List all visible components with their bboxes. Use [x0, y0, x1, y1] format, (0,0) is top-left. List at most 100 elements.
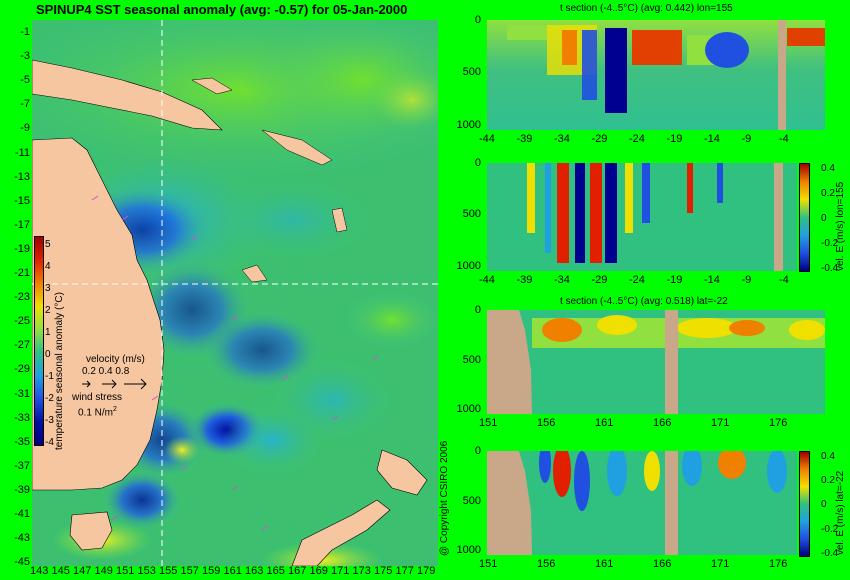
map-y-tick: -5 — [20, 74, 30, 87]
tasmania-land — [69, 511, 113, 551]
map-x-tick: 177 — [395, 565, 414, 577]
section-panel-temp-lat — [487, 310, 825, 414]
panel-y-tick: 500 — [462, 208, 481, 221]
map-x-tick: 147 — [73, 565, 92, 577]
panel-x-tick: 161 — [595, 417, 614, 429]
map-colorbar-tick: -4 — [45, 437, 54, 448]
map-x-tick: 167 — [288, 565, 307, 577]
map-y-tick: -21 — [14, 267, 30, 279]
panel-y-tick: 0 — [474, 304, 481, 316]
wind-scale-text: 0.1 N/m — [78, 407, 114, 419]
panel-x-tick: -24 — [629, 133, 645, 145]
map-y-tick: -7 — [20, 98, 30, 111]
map-y-tick: -43 — [14, 532, 30, 545]
map-colorbar-tick: 0 — [45, 349, 51, 360]
map-x-tick: 157 — [180, 565, 199, 577]
panel-x-tick: -44 — [479, 274, 495, 286]
section-panel-vel-lon — [487, 163, 797, 271]
velocity-arrows — [82, 378, 147, 390]
map-colorbar-tick: -3 — [45, 415, 54, 426]
panel-colorbar-tick: -0.4 — [821, 547, 839, 559]
map-colorbar-tick: 5 — [45, 239, 51, 250]
map-x-tick: 149 — [94, 565, 113, 577]
panel-x-tick: -39 — [516, 274, 533, 286]
new-zealand-south-land — [291, 499, 391, 566]
panel-x-tick: -9 — [741, 274, 752, 286]
panel-colorbar-tick: 0.2 — [821, 188, 835, 200]
map-x-tick: 161 — [223, 565, 242, 577]
panel-y-tick: 0 — [474, 445, 481, 457]
map-y-tick: -35 — [14, 435, 30, 448]
map-x-tick: 163 — [245, 565, 264, 577]
panel-1-colorbar — [799, 163, 810, 272]
panel-colorbar-label: vel. E (m/s) lon=155 — [835, 181, 846, 271]
panel-colorbar-tick: 0.4 — [821, 163, 835, 174]
map-y-tick: -33 — [14, 411, 30, 424]
map-y-tick: -27 — [14, 339, 30, 352]
section-heatmap — [487, 310, 825, 414]
section-heatmap — [487, 451, 797, 555]
map-y-tick: -11 — [14, 146, 30, 159]
panel-y-tick: 500 — [462, 494, 481, 507]
panel-3-colorbar — [799, 451, 810, 557]
panel-x-tick: -4 — [779, 274, 789, 286]
panel-y-tick: 1000 — [456, 544, 481, 557]
panel-colorbar-tick: -0.2 — [821, 238, 839, 250]
wind-legend-scale: 0.1 N/m2 — [78, 406, 117, 418]
copyright: @ Copyright CSIRO 2006 — [439, 440, 450, 556]
panel-y-tick: 0 — [474, 14, 481, 26]
main-title: SPINUP4 SST seasonal anomaly (avg: -0.57… — [36, 2, 408, 17]
panel-y-tick: 1000 — [456, 118, 481, 131]
wind-vectors — [91, 195, 379, 531]
panel-x-tick: -29 — [591, 274, 608, 286]
panel-x-tick: -14 — [704, 133, 720, 145]
new-guinea-land — [32, 59, 223, 131]
map-x-tick: 173 — [352, 565, 371, 577]
panel-colorbar-tick: -0.2 — [821, 523, 839, 535]
panel-x-tick: 166 — [653, 417, 672, 429]
panel-x-tick: -34 — [554, 274, 570, 286]
panel-colorbar-tick: 0.2 — [821, 475, 835, 487]
map-x-tick: 175 — [374, 565, 393, 577]
map-y-tick: -13 — [14, 170, 30, 183]
map-x-tick: 179 — [417, 565, 436, 577]
wind-legend-label: wind stress — [72, 392, 123, 403]
map-y-tick: -1 — [20, 26, 30, 38]
map-x-tick: 159 — [202, 565, 221, 577]
map-y-tick: -31 — [14, 387, 30, 400]
panel-y-tick: 1000 — [456, 259, 481, 272]
map-colorbar-tick: 2 — [45, 305, 51, 316]
panel-x-tick: 176 — [769, 417, 788, 429]
panel-colorbar-tick: 0.4 — [821, 451, 835, 462]
australia-land — [32, 137, 165, 491]
panel-x-tick: -19 — [666, 133, 683, 145]
map-y-tick: -19 — [14, 242, 30, 255]
panel-colorbar-tick: 0 — [821, 499, 827, 511]
panel-x-tick: -39 — [516, 133, 533, 145]
map-colorbar-tick: 1 — [45, 327, 51, 338]
map-x-tick: 145 — [51, 565, 70, 577]
panel-y-tick: 1000 — [456, 403, 481, 416]
sst-map-graphic — [32, 20, 438, 566]
panel-colorbar-label: vel. E (m/s) lat=-22 — [835, 470, 846, 555]
panel-x-tick: -4 — [779, 133, 789, 145]
panel-x-tick: 156 — [537, 558, 556, 570]
panel-title: t section (-4..5°C) (avg: 0.442) lon=155 — [560, 3, 733, 14]
map-x-tick: 151 — [116, 565, 135, 577]
panel-x-tick: -9 — [741, 133, 752, 145]
panel-x-tick: -34 — [554, 133, 570, 145]
map-x-tick: 143 — [30, 565, 49, 577]
map-x-tick: 169 — [309, 565, 328, 577]
map-colorbar-tick: 4 — [45, 261, 51, 272]
panel-x-tick: 151 — [479, 558, 498, 570]
map-colorbar-tick: -2 — [45, 393, 54, 404]
sst-map: 5 4 3 2 1 0 -1 -2 -3 -4 temperature seas… — [32, 20, 438, 566]
panel-y-tick: 500 — [462, 66, 481, 79]
panel-x-tick: -19 — [666, 274, 683, 286]
map-colorbar-tick: 3 — [45, 283, 51, 294]
section-heatmap — [487, 20, 825, 130]
panel-x-tick: 161 — [595, 558, 614, 570]
panel-title: t section (-4..5°C) (avg: 0.518) lat=-22 — [560, 296, 728, 307]
new-zealand-north-land — [376, 449, 428, 496]
panel-x-tick: 171 — [711, 558, 730, 570]
